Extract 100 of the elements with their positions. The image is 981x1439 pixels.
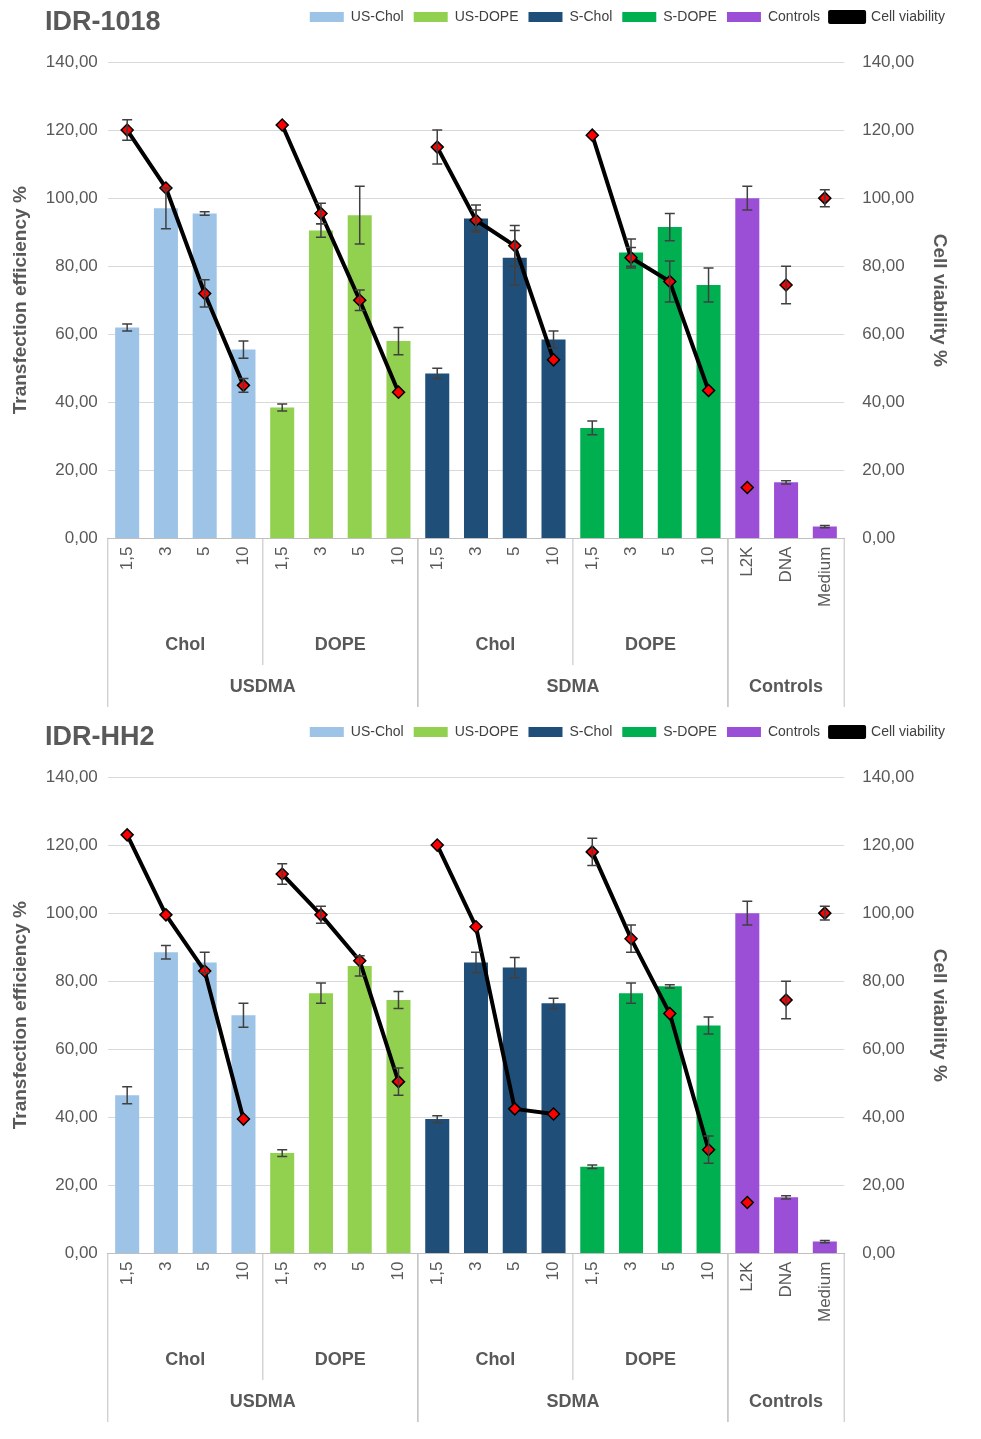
y-axis-title: Transfection efficiency % <box>8 186 30 415</box>
x-tick-label: 10 <box>388 1261 408 1281</box>
x-tick-label: 3 <box>465 546 485 557</box>
legend-label: US-Chol <box>350 7 404 24</box>
y2-tick-label: 140,00 <box>862 51 915 71</box>
legend-label: S-DOPE <box>663 722 717 739</box>
y2-axis-title: Cell viability % <box>930 948 952 1082</box>
x-tick-label: 3 <box>155 546 175 557</box>
text: DOPE <box>314 633 366 654</box>
x-tick-label: 5 <box>504 546 524 557</box>
text: Chol <box>165 633 206 654</box>
legend-label: US-DOPE <box>454 722 519 739</box>
text: USDMA <box>229 675 296 696</box>
text: Chol <box>165 1348 206 1369</box>
y2-tick-label: 60,00 <box>862 1038 905 1058</box>
x-tick-label: 1,5 <box>116 1261 136 1286</box>
text: Controls <box>749 1390 824 1411</box>
y-axis-title: Transfection efficiency % <box>8 901 30 1130</box>
x-tick-label: 1,5 <box>581 1261 601 1286</box>
text: Chol <box>475 633 516 654</box>
x-tick-label: 5 <box>349 1261 369 1272</box>
y-tick-label: 40,00 <box>55 1107 98 1127</box>
y2-axis-title: Cell viability % <box>930 233 952 367</box>
x-tick-label: 3 <box>310 1261 330 1272</box>
x-tick-label: 10 <box>233 546 253 566</box>
text: DOPE <box>314 1348 366 1369</box>
x-tick-label: 5 <box>349 546 369 557</box>
x-tick-label: Medium <box>814 546 834 608</box>
text: SDMA <box>546 1390 600 1411</box>
x-tick-label: 10 <box>233 1261 253 1281</box>
x-tick-label: 3 <box>310 546 330 557</box>
text: DOPE <box>624 1348 676 1369</box>
y2-tick-label: 0,00 <box>862 528 896 548</box>
x-tick-label: 10 <box>698 546 718 566</box>
legend-label: S-Chol <box>569 722 613 739</box>
x-tick-label: 3 <box>620 546 640 557</box>
text: DOPE <box>624 633 676 654</box>
legend-label: Cell viability <box>871 7 946 24</box>
y-tick-label: 20,00 <box>55 1175 98 1195</box>
x-tick-label: 1,5 <box>271 546 291 571</box>
y-tick-label: 0,00 <box>64 528 98 548</box>
y2-tick-label: 120,00 <box>862 119 915 139</box>
x-tick-label: DNA <box>775 545 795 583</box>
y2-tick-label: 80,00 <box>862 970 905 990</box>
x-tick-label: Medium <box>814 1261 834 1323</box>
text: SDMA <box>546 675 600 696</box>
x-tick-label: 1,5 <box>426 1261 446 1286</box>
x-tick-label: 1,5 <box>116 546 136 571</box>
y-tick-label: 40,00 <box>55 392 98 412</box>
y2-tick-label: 100,00 <box>862 187 915 207</box>
y-tick-label: 20,00 <box>55 460 98 480</box>
text: Chol <box>475 1348 516 1369</box>
x-tick-label: 1,5 <box>271 1261 291 1286</box>
y2-tick-label: 120,00 <box>862 834 915 854</box>
y2-tick-label: 20,00 <box>862 460 905 480</box>
x-tick-label: L2K <box>737 1260 756 1292</box>
x-tick-label: 3 <box>620 1261 640 1272</box>
legend-label: S-Chol <box>569 7 613 24</box>
x-tick-label: 10 <box>698 1261 718 1281</box>
legend-label: US-Chol <box>350 722 404 739</box>
y2-tick-label: 60,00 <box>862 323 905 343</box>
x-tick-label: 1,5 <box>581 546 601 571</box>
y2-tick-label: 100,00 <box>862 902 915 922</box>
y-tick-label: 80,00 <box>55 970 98 990</box>
x-tick-label: DNA <box>775 1260 795 1298</box>
y-tick-label: 120,00 <box>45 834 98 854</box>
chart-title: IDR-1018 <box>45 6 161 37</box>
y-tick-label: 140,00 <box>45 51 98 71</box>
x-tick-label: 5 <box>504 1261 524 1272</box>
x-tick-label: 10 <box>543 1261 563 1281</box>
y-tick-label: 60,00 <box>55 323 98 343</box>
x-tick-label: 10 <box>388 546 408 566</box>
y-tick-label: 100,00 <box>45 902 98 922</box>
y2-tick-label: 40,00 <box>862 1107 905 1127</box>
x-tick-label: 10 <box>543 546 563 566</box>
x-tick-label: 3 <box>465 1261 485 1272</box>
y-tick-label: 100,00 <box>45 187 98 207</box>
text: Controls <box>749 675 824 696</box>
y-tick-label: 80,00 <box>55 255 98 275</box>
legend-label: US-DOPE <box>454 7 519 24</box>
y-tick-label: 120,00 <box>45 119 98 139</box>
text: USDMA <box>229 1390 296 1411</box>
y-tick-label: 140,00 <box>45 766 98 786</box>
y2-tick-label: 0,00 <box>862 1243 896 1263</box>
x-tick-label: 1,5 <box>426 546 446 571</box>
y2-tick-label: 80,00 <box>862 255 905 275</box>
legend-label: Controls <box>767 722 821 739</box>
x-tick-label: 3 <box>155 1261 175 1272</box>
legend-label: S-DOPE <box>663 7 717 24</box>
y2-tick-label: 140,00 <box>862 766 915 786</box>
chart-title: IDR-HH2 <box>45 721 155 752</box>
legend-label: Controls <box>767 7 821 24</box>
x-tick-label: 5 <box>194 1261 214 1272</box>
y-tick-label: 60,00 <box>55 1038 98 1058</box>
x-tick-label: 5 <box>659 546 679 557</box>
y2-tick-label: 40,00 <box>862 392 905 412</box>
legend-label: Cell viability <box>871 722 946 739</box>
x-tick-label: 5 <box>194 546 214 557</box>
y-tick-label: 0,00 <box>64 1243 98 1263</box>
x-tick-label: 5 <box>659 1261 679 1272</box>
